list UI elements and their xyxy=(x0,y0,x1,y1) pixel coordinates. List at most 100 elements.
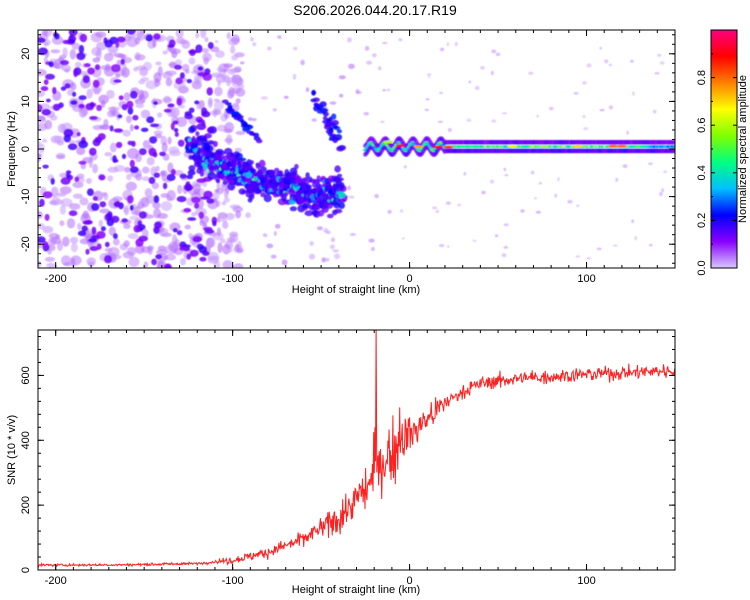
heatmap-cell xyxy=(90,101,95,108)
heatmap-cell xyxy=(189,49,196,56)
heatmap-cell xyxy=(312,97,320,103)
heatmap-cell xyxy=(99,124,111,130)
heatmap-cell xyxy=(116,36,126,43)
heatmap-cell xyxy=(184,111,192,116)
heatmap-cell xyxy=(213,198,218,203)
heatmap-cell xyxy=(372,53,377,58)
heatmap-cell xyxy=(76,52,86,61)
heatmap-cell xyxy=(123,207,129,214)
heatmap-cell xyxy=(231,77,242,88)
heatmap-cell xyxy=(44,213,50,221)
heatmap-cell xyxy=(439,91,443,94)
heatmap-cell xyxy=(108,246,120,257)
heatmap-cell xyxy=(659,61,665,65)
heatmap-cell xyxy=(305,172,310,179)
heatmap-cell xyxy=(191,212,197,217)
heatmap-cell xyxy=(626,130,629,135)
heatmap-cell xyxy=(220,184,227,192)
heatmap-cell xyxy=(162,71,173,79)
heatmap-cell xyxy=(203,163,209,170)
heatmap-cell xyxy=(189,249,199,257)
heatmap-cell xyxy=(99,208,110,214)
heatmap-cell xyxy=(258,159,266,168)
heatmap-cell xyxy=(224,165,231,172)
heatmap-cell xyxy=(432,206,438,210)
heatmap-cell xyxy=(305,87,310,93)
colorbar-tick-label: 0.0 xyxy=(696,260,708,275)
heatmap-cell xyxy=(211,192,220,201)
heatmap-cell xyxy=(44,256,56,262)
heatmap-cell xyxy=(349,233,356,236)
heatmap-cell xyxy=(140,109,151,119)
heatmap-cell xyxy=(122,129,131,137)
heatmap-cell xyxy=(382,42,388,44)
heatmap-cell xyxy=(154,133,163,139)
heatmap-cell xyxy=(120,58,125,65)
heatmap-cell xyxy=(319,193,324,201)
heatmap-cell xyxy=(250,181,256,186)
heatmap-cell xyxy=(491,49,497,54)
heatmap-cell xyxy=(466,118,472,122)
colorbar-label: Normalized spectral amplitude xyxy=(737,75,749,223)
heatmap-cell xyxy=(217,242,223,254)
heatmap-cell xyxy=(54,135,65,144)
heatmap-cell xyxy=(267,46,272,51)
heatmap-cell xyxy=(74,61,82,68)
heatmap-cell xyxy=(457,203,462,207)
heatmap-cell xyxy=(438,120,443,123)
heatmap-cell xyxy=(112,155,117,163)
heatmap-cell xyxy=(567,199,573,204)
heatmap-cell xyxy=(115,200,120,207)
heatmap-cell xyxy=(227,68,236,75)
heatmap-cell xyxy=(304,210,314,217)
heatmap-cell xyxy=(123,92,131,102)
heatmap-cell xyxy=(331,237,335,243)
heatmap-cell xyxy=(387,209,392,214)
heatmap-cell xyxy=(50,49,61,54)
y-tick-label: 200 xyxy=(20,496,32,514)
heatmap-cell xyxy=(109,142,117,153)
heatmap-cell xyxy=(339,182,345,190)
heatmap-cell xyxy=(60,255,72,266)
heatmap-cell xyxy=(167,103,175,108)
heatmap-cell xyxy=(38,37,46,43)
heatmap-cell xyxy=(173,128,179,133)
heatmap-cell xyxy=(239,61,245,65)
heatmap-cell xyxy=(239,157,247,162)
heatmap-cell xyxy=(322,116,328,121)
y-tick-label: 600 xyxy=(20,366,32,384)
heatmap-cell xyxy=(494,234,499,238)
heatmap-cell xyxy=(38,47,48,56)
heatmap-cell xyxy=(413,145,424,149)
heatmap-cell xyxy=(233,66,242,73)
heatmap-cell xyxy=(503,246,508,249)
heatmap-cell xyxy=(554,193,557,198)
heatmap-cell xyxy=(199,169,205,177)
heatmap-cell xyxy=(146,116,155,124)
heatmap-cell xyxy=(454,42,458,47)
snr-series-line xyxy=(38,330,675,568)
heatmap-cell xyxy=(68,39,76,44)
heatmap-cell xyxy=(217,80,221,87)
heatmap-cell xyxy=(174,132,179,137)
heatmap-cell xyxy=(289,206,297,212)
heatmap-cell xyxy=(398,38,403,42)
snr-y-axis-label: SNR (10 * v/v) xyxy=(6,415,18,485)
heatmap-cell xyxy=(221,201,227,206)
heatmap-cell xyxy=(48,61,54,68)
heatmap-cell xyxy=(149,136,158,144)
y-tick-label: 10 xyxy=(20,95,32,107)
heatmap-cell xyxy=(192,236,203,243)
heatmap-cell xyxy=(227,247,233,253)
heatmap-cell xyxy=(503,167,507,172)
heatmap-cell xyxy=(399,209,404,213)
heatmap-cell xyxy=(225,108,230,112)
heatmap-cell xyxy=(383,140,394,144)
heatmap-cell xyxy=(334,165,341,173)
heatmap-cell xyxy=(151,182,160,190)
heatmap-cell xyxy=(181,40,191,49)
heatmap-cell xyxy=(135,173,143,181)
heatmap-cell xyxy=(204,37,209,43)
heatmap-cell xyxy=(124,166,131,173)
heatmap-cell xyxy=(129,166,139,174)
